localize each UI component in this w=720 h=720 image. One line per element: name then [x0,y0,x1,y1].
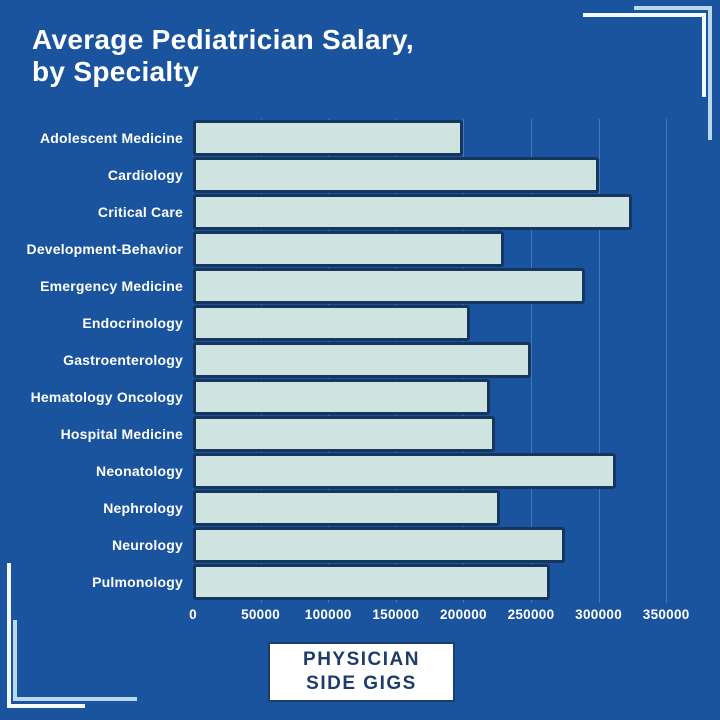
x-tick-label: 200000 [439,607,487,622]
bar [193,416,495,452]
x-tick-label: 150000 [372,607,420,622]
category-label: Critical Care [97,204,183,220]
x-tick-label: 300000 [575,607,623,622]
bar [193,527,565,563]
corner-decoration-bottom-left-inner [13,620,137,701]
corner-decoration-top-right-outer [634,6,712,140]
category-label: Nephrology [103,500,183,516]
bar [193,268,586,304]
chart-row: Neonatology [0,453,720,490]
corner-decoration-top-right-inner [583,13,706,97]
chart-row: Cardiology [0,157,720,194]
bar [193,231,504,267]
x-tick-label: 100000 [304,607,352,622]
category-label: Adolescent Medicine [39,130,183,146]
chart-row: Pulmonology [0,564,720,601]
bar [193,194,633,230]
category-label: Hospital Medicine [60,426,183,442]
chart-row: Development-Behavior [0,231,720,268]
gridline [531,119,532,603]
bar [193,453,617,489]
category-label: Development-Behavior [26,241,183,257]
chart-title: Average Pediatrician Salary, by Specialt… [32,24,414,89]
chart-row: Critical Care [0,194,720,231]
corner-decoration-bottom-left-outer [7,563,85,708]
chart-row: Hospital Medicine [0,416,720,453]
x-tick-label: 0 [189,607,197,622]
chart-row: Nephrology [0,490,720,527]
bar [193,342,531,378]
chart-row: Emergency Medicine [0,268,720,305]
bar [193,157,599,193]
gridline [598,119,600,603]
category-label: Pulmonology [92,574,183,590]
bar [193,120,464,156]
x-tick-label: 350000 [642,607,690,622]
category-label: Neurology [111,537,183,553]
x-tick-label: 250000 [507,607,555,622]
badge-line1: PHYSICIAN [303,649,420,671]
bar [193,490,500,526]
chart-title-line1: Average Pediatrician Salary, [32,24,414,55]
category-label: Neonatology [96,463,183,479]
bar [193,305,471,341]
x-tick-label: 50000 [241,607,281,622]
category-label: Endocrinology [82,315,183,331]
chart-row: Gastroenterology [0,342,720,379]
chart-rows: Adolescent Medicine Cardiology Critical Ca… [0,120,720,601]
chart-title-line2: by Specialty [32,56,200,88]
category-label: Hematology Oncology [30,389,183,405]
category-label: Cardiology [107,167,183,183]
badge-line2: SIDE GIGS [306,673,417,694]
bar [193,564,550,600]
chart-row: Neurology [0,527,720,564]
category-label: Emergency Medicine [40,278,183,294]
category-label: Gastroenterology [63,352,183,368]
gridline [666,119,668,603]
chart-row: Hematology Oncology [0,379,720,416]
physician-side-gigs-badge: PHYSICIAN SIDE GIGS [268,642,455,702]
chart-row: Adolescent Medicine [0,120,720,157]
chart-row: Endocrinology [0,305,720,342]
bar [193,379,491,415]
